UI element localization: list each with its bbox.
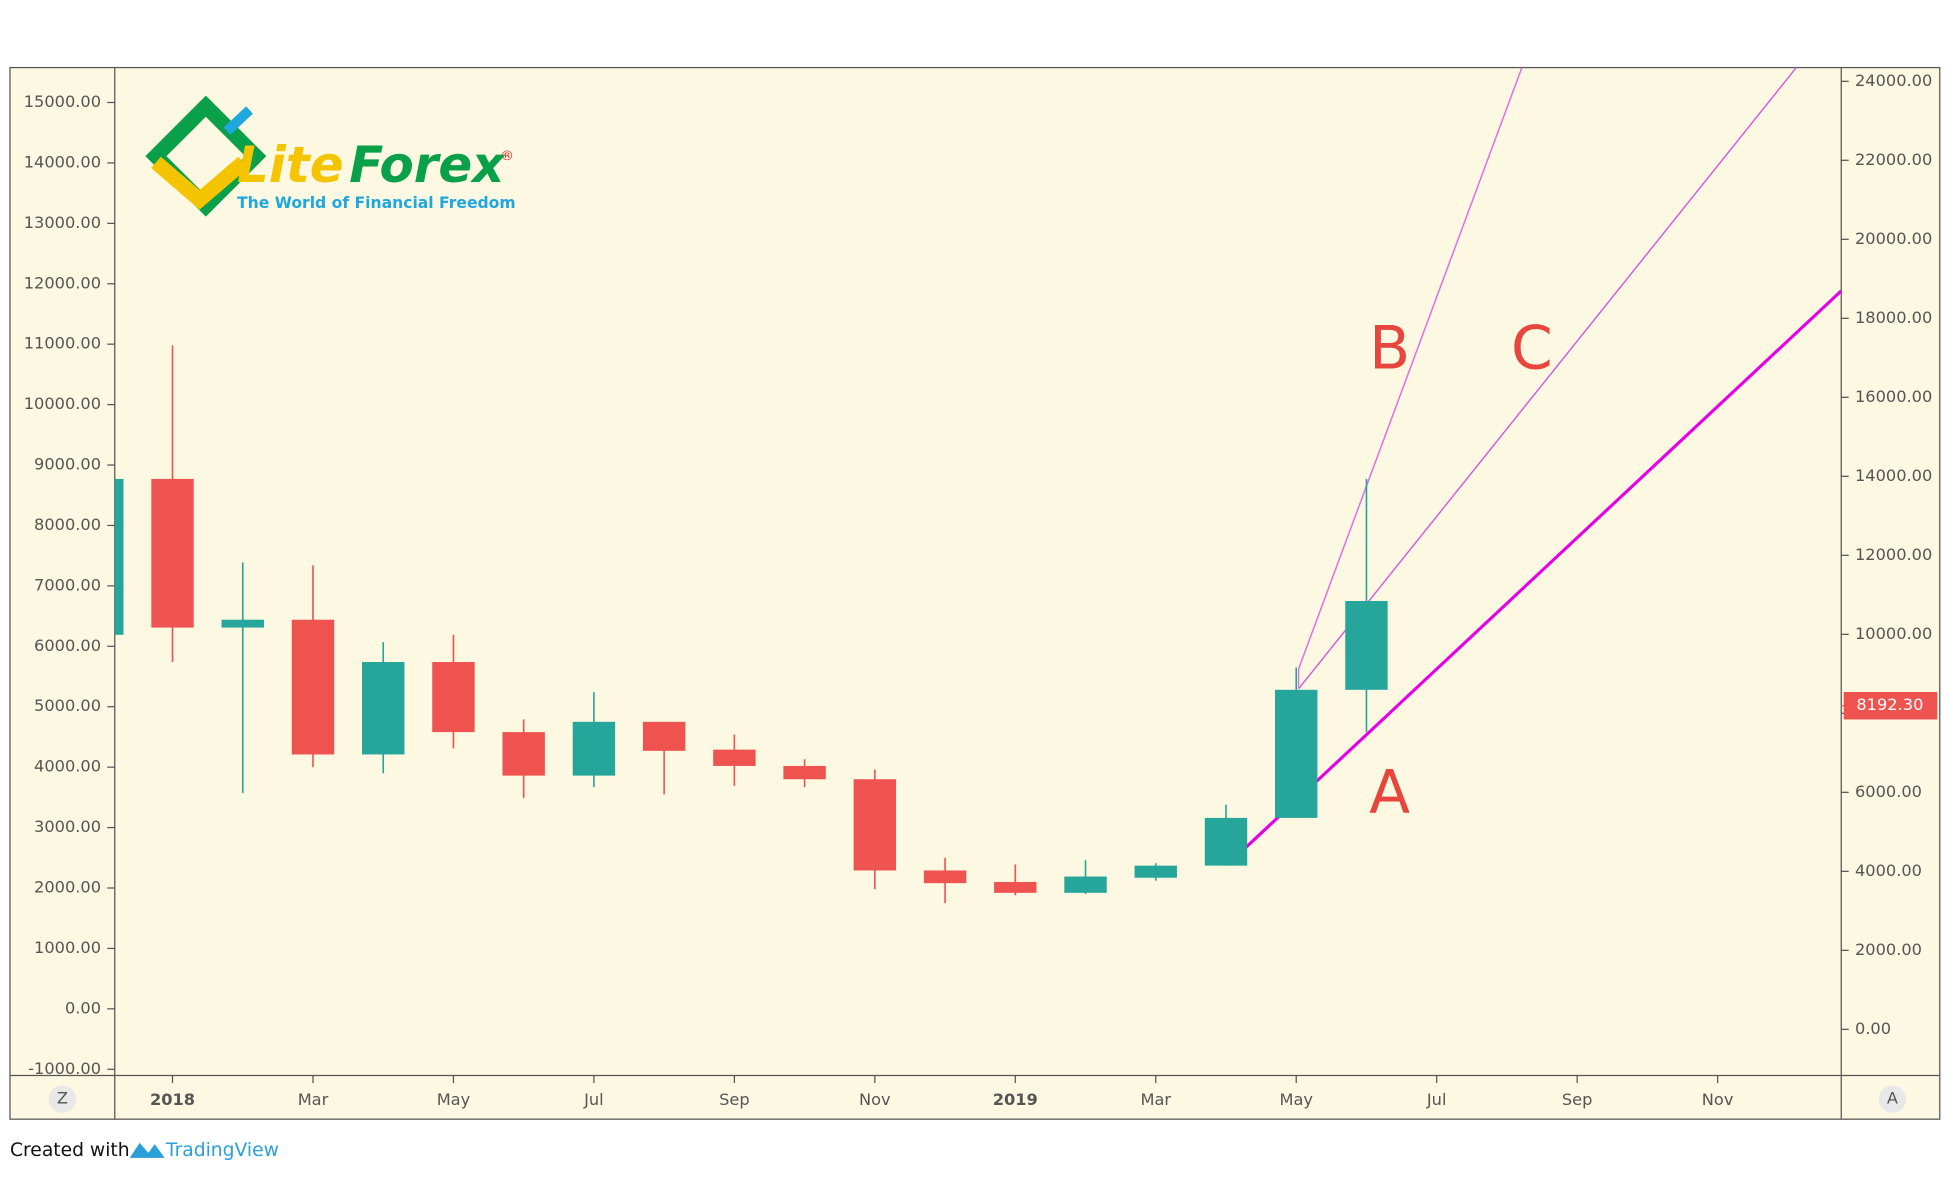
a-button[interactable]	[1878, 1085, 1907, 1113]
candle-body	[713, 749, 756, 766]
x-tick-label: Nov	[1702, 1090, 1734, 1109]
y-tick-label: 7000.00	[34, 575, 101, 594]
y-tick-label: -1000.00	[28, 1059, 101, 1078]
candle-body	[994, 881, 1037, 893]
y2-tick-label: 24000.00	[1855, 71, 1932, 90]
x-tick-label: Sep	[1562, 1090, 1593, 1109]
y2-tick-label: 12000.00	[1855, 545, 1932, 564]
x-tick-label: 2018	[150, 1090, 195, 1109]
candle-body	[114, 478, 124, 635]
candle-body	[572, 721, 616, 776]
logo-forex: Forex	[349, 136, 506, 194]
candle-body	[642, 721, 686, 751]
candle-body	[1064, 876, 1107, 893]
y-tick-label: 12000.00	[24, 273, 101, 292]
y-tick-label: 1000.00	[34, 938, 101, 957]
tradingview-link[interactable]: TradingView	[165, 1140, 279, 1161]
y-tick-label: 14000.00	[24, 152, 101, 171]
z-button-label[interactable]: Z	[57, 1089, 68, 1108]
last-price-label: 8192.30	[1856, 695, 1923, 714]
candle-body	[1204, 817, 1248, 866]
candle-body	[362, 662, 405, 755]
candle-body	[432, 662, 475, 733]
candle-body	[291, 619, 335, 755]
y2-tick-label: 16000.00	[1855, 387, 1932, 406]
trend-lines	[1227, 67, 1842, 865]
x-tick-label: May	[1279, 1090, 1313, 1109]
y-tick-label: 9000.00	[34, 455, 101, 474]
y2-tick-label: 6000.00	[1855, 782, 1922, 801]
y-tick-label: 5000.00	[34, 696, 101, 715]
trend-line-c	[1298, 67, 1797, 690]
y2-tick-label: 2000.00	[1855, 940, 1922, 959]
y-tick-label: 3000.00	[34, 817, 101, 836]
candles	[114, 345, 1388, 904]
logo-yellow	[151, 156, 249, 210]
y2-tick-label: 0.00	[1855, 1019, 1891, 1038]
y2-tick-label: 14000.00	[1855, 466, 1932, 485]
last-price-box	[1843, 692, 1938, 720]
y2-tick-label: 20000.00	[1855, 229, 1932, 248]
annotation: B	[1369, 314, 1410, 384]
x-tick-label: Mar	[298, 1090, 329, 1109]
trend-line-a	[1227, 289, 1842, 865]
trend-line-b	[1297, 67, 1523, 670]
candle-body	[853, 779, 897, 871]
tradingview-icon	[129, 1142, 165, 1158]
chart-frame	[9, 66, 1941, 1120]
y2-tick-label: 18000.00	[1855, 308, 1932, 327]
y-tick-label: 10000.00	[24, 394, 101, 413]
candle-body	[1275, 689, 1318, 818]
x-tick-label: Mar	[1140, 1090, 1171, 1109]
logo-lite: Lite	[237, 136, 344, 194]
logo-mark: ®	[500, 148, 514, 164]
candle-body	[1345, 600, 1388, 690]
candle-body	[151, 478, 194, 628]
candle-body	[502, 732, 545, 776]
y2-tick-label: 10000.00	[1855, 624, 1932, 643]
candle-body	[783, 765, 826, 780]
y2-tick-label: 4000.00	[1855, 861, 1922, 880]
candle-body	[923, 870, 967, 884]
y-tick-label: 8000.00	[34, 515, 101, 534]
a-button-label[interactable]: A	[1887, 1089, 1898, 1108]
x-tick-label: Jul	[583, 1090, 604, 1109]
logo: Lite Forex ® The World of Financial Free…	[145, 95, 516, 217]
x-tick-label: Sep	[719, 1090, 750, 1109]
x-tick-label: 2019	[993, 1090, 1038, 1109]
y2-tick-label: 22000.00	[1855, 150, 1932, 169]
candle-body	[221, 619, 264, 628]
candle-body	[1134, 865, 1177, 878]
y-tick-label: 4000.00	[34, 757, 101, 776]
y-tick-label: 15000.00	[24, 92, 101, 111]
y-tick-label: 6000.00	[34, 636, 101, 655]
x-tick-label: Jul	[1426, 1090, 1447, 1109]
x-tick-label: May	[437, 1090, 471, 1109]
y-tick-label: 11000.00	[24, 334, 101, 353]
y-tick-label: 13000.00	[24, 213, 101, 232]
y-tick-label: 0.00	[65, 998, 101, 1017]
logo-tagline: The World of Financial Freedom	[237, 194, 516, 212]
z-button[interactable]	[48, 1085, 77, 1113]
annotation: C	[1511, 314, 1553, 384]
footer-text: Created with	[10, 1140, 130, 1161]
x-tick-label: Nov	[859, 1090, 891, 1109]
logo-blue	[223, 106, 253, 135]
y-tick-label: 2000.00	[34, 877, 101, 896]
annotation: A	[1369, 758, 1410, 828]
